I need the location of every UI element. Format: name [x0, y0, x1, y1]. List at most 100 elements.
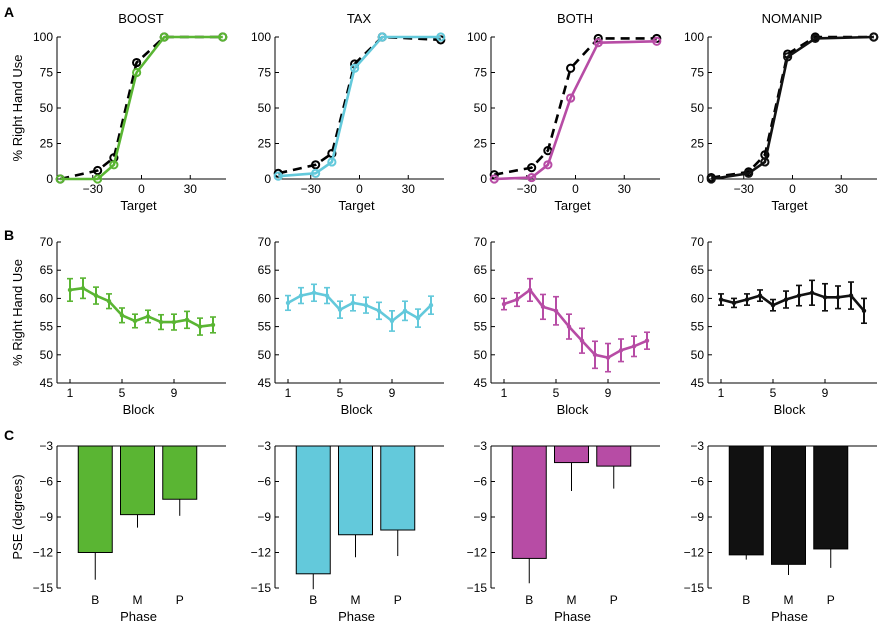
- y-tick-label: −6: [473, 475, 487, 489]
- y-tick-label: 50: [691, 348, 705, 362]
- chart-tax-a: 0 25 50 75 100 −30 0 30 Target: [251, 30, 446, 213]
- data-point: [527, 163, 537, 173]
- y-tick-label: 70: [474, 235, 488, 249]
- data-point: [592, 352, 598, 357]
- series-baseline: [273, 32, 446, 178]
- x-tick-label: −30: [517, 182, 538, 196]
- bar-group: [380, 445, 416, 557]
- x-tick-label: 30: [835, 182, 849, 196]
- x-tick-label: M: [351, 593, 361, 607]
- x-tick-label: M: [133, 593, 143, 607]
- y-tick-label: 65: [474, 263, 488, 277]
- data-point: [132, 57, 142, 68]
- y-tick-label: 50: [258, 101, 272, 115]
- data-point: [718, 297, 724, 302]
- y-tick-label: 45: [258, 376, 272, 390]
- data-point: [861, 308, 867, 314]
- data-point: [770, 302, 776, 308]
- y-tick-label: 50: [40, 101, 54, 115]
- bar-group: [554, 445, 589, 491]
- bar: [511, 445, 547, 559]
- y-tick-label: −15: [684, 581, 705, 595]
- y-tick-label: 0: [697, 172, 704, 186]
- data-point: [311, 168, 321, 178]
- y-tick-label: −9: [690, 510, 704, 524]
- x-tick-label: B: [525, 593, 533, 607]
- y-tick-label: −6: [257, 475, 271, 489]
- data-point: [55, 174, 65, 184]
- series-line: [287, 291, 432, 323]
- x-tick-label: 5: [553, 386, 560, 400]
- x-tick-label: 1: [718, 386, 725, 400]
- y-tick-label: 75: [474, 66, 488, 80]
- data-point: [363, 302, 369, 308]
- y-tick-label: 0: [46, 172, 53, 186]
- y-tick-label: 50: [474, 348, 488, 362]
- chart-boost-c: −15 −12 −9 −6 −3 B M P Phase PSE (degrees): [10, 439, 226, 624]
- bar-group: [771, 445, 806, 575]
- data-point: [514, 297, 520, 302]
- bar-group: [338, 445, 373, 558]
- data-point: [67, 287, 73, 293]
- data-point: [652, 36, 662, 46]
- y-tick-label: 70: [691, 235, 705, 249]
- y-tick-label: 60: [691, 291, 705, 305]
- x-tick-label: P: [610, 593, 618, 607]
- y-tick-label: −6: [690, 475, 704, 489]
- data-point: [80, 286, 86, 291]
- x-tick-label: 30: [402, 182, 416, 196]
- x-tick-label: B: [742, 593, 750, 607]
- data-point: [757, 293, 763, 298]
- bar-group: [813, 445, 849, 568]
- x-tick-label: 1: [67, 386, 74, 400]
- data-point: [566, 93, 576, 103]
- data-point: [810, 33, 820, 44]
- series-line: [711, 35, 874, 179]
- x-tick-label: B: [91, 593, 99, 607]
- y-tick-label: 100: [467, 30, 487, 44]
- x-tick-label: P: [827, 593, 835, 607]
- data-point: [783, 297, 789, 302]
- x-axis-label: Phase: [771, 609, 808, 624]
- data-point: [350, 300, 356, 306]
- data-point: [376, 308, 382, 314]
- x-axis-label: Target: [338, 198, 375, 213]
- y-tick-label: 75: [691, 66, 705, 80]
- data-point: [337, 307, 343, 312]
- x-tick-label: 5: [119, 386, 126, 400]
- bar-group: [162, 445, 198, 516]
- data-point: [377, 32, 387, 42]
- x-axis-label: Block: [557, 402, 589, 417]
- data-point: [566, 63, 576, 73]
- data-point: [809, 290, 815, 295]
- x-tick-label: 5: [337, 386, 344, 400]
- y-tick-label: 100: [684, 30, 704, 44]
- y-tick-label: −15: [467, 581, 488, 595]
- y-axis-label: % Right Hand Use: [10, 55, 25, 162]
- bar: [596, 445, 632, 467]
- data-point: [171, 319, 177, 325]
- x-tick-label: 30: [618, 182, 632, 196]
- data-point: [566, 324, 572, 329]
- data-point: [93, 293, 99, 298]
- chart-nomanip-b: 45 50 55 60 65 70 1 5 9 Block: [691, 235, 877, 417]
- bar: [380, 445, 416, 531]
- y-tick-label: 70: [258, 235, 272, 249]
- series-line: [494, 40, 657, 181]
- x-tick-label: 0: [138, 182, 145, 196]
- chart-both-b: 45 50 55 60 65 70 1 5 9 Block: [474, 235, 660, 417]
- y-tick-label: 45: [40, 376, 54, 390]
- y-tick-label: −12: [684, 546, 705, 560]
- y-tick-label: −3: [257, 439, 271, 453]
- y-tick-label: −9: [39, 510, 53, 524]
- y-tick-label: 75: [258, 66, 272, 80]
- y-tick-label: −12: [467, 546, 488, 560]
- x-tick-label: 30: [184, 182, 198, 196]
- data-point: [706, 174, 716, 184]
- y-tick-label: 60: [474, 291, 488, 305]
- data-point: [109, 160, 119, 170]
- data-point: [605, 355, 611, 360]
- y-tick-label: 65: [691, 263, 705, 277]
- y-tick-label: 60: [258, 291, 272, 305]
- data-point: [527, 287, 533, 293]
